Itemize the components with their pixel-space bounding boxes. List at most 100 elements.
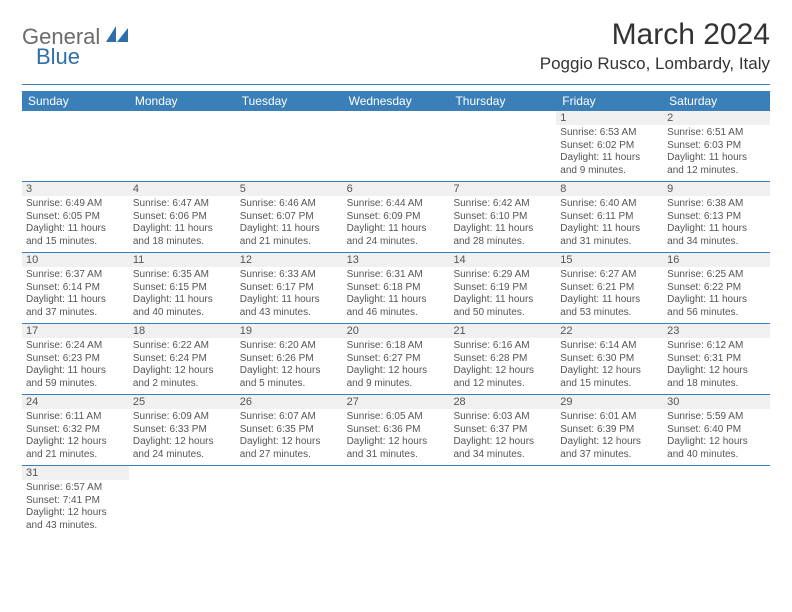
daylight-text: Daylight: 11 hours and 31 minutes. bbox=[560, 223, 659, 248]
day-number: 17 bbox=[22, 324, 129, 338]
day-cell: 29Sunrise: 6:01 AMSunset: 6:39 PMDayligh… bbox=[556, 395, 663, 465]
day-body bbox=[22, 125, 129, 131]
day-cell bbox=[236, 466, 343, 536]
day-number: 14 bbox=[449, 253, 556, 267]
daylight-text: Daylight: 11 hours and 56 minutes. bbox=[667, 294, 766, 319]
day-cell bbox=[129, 466, 236, 536]
day-body: Sunrise: 6:03 AMSunset: 6:37 PMDaylight:… bbox=[449, 409, 556, 465]
week-row: 17Sunrise: 6:24 AMSunset: 6:23 PMDayligh… bbox=[22, 324, 770, 395]
day-number: 2 bbox=[663, 111, 770, 125]
day-body bbox=[343, 125, 450, 131]
sunset-text: Sunset: 6:10 PM bbox=[453, 211, 552, 224]
sunset-text: Sunset: 6:06 PM bbox=[133, 211, 232, 224]
day-cell: 27Sunrise: 6:05 AMSunset: 6:36 PMDayligh… bbox=[343, 395, 450, 465]
day-cell: 11Sunrise: 6:35 AMSunset: 6:15 PMDayligh… bbox=[129, 253, 236, 323]
empty-day-bar bbox=[129, 466, 236, 480]
day-cell bbox=[236, 111, 343, 181]
sunrise-text: Sunrise: 6:47 AM bbox=[133, 198, 232, 211]
sunrise-text: Sunrise: 6:49 AM bbox=[26, 198, 125, 211]
day-body: Sunrise: 6:44 AMSunset: 6:09 PMDaylight:… bbox=[343, 196, 450, 252]
day-body: Sunrise: 6:40 AMSunset: 6:11 PMDaylight:… bbox=[556, 196, 663, 252]
day-number: 5 bbox=[236, 182, 343, 196]
sunset-text: Sunset: 6:28 PM bbox=[453, 353, 552, 366]
sunset-text: Sunset: 6:32 PM bbox=[26, 424, 125, 437]
day-body: Sunrise: 6:09 AMSunset: 6:33 PMDaylight:… bbox=[129, 409, 236, 465]
day-cell: 20Sunrise: 6:18 AMSunset: 6:27 PMDayligh… bbox=[343, 324, 450, 394]
daylight-text: Daylight: 11 hours and 43 minutes. bbox=[240, 294, 339, 319]
day-cell: 21Sunrise: 6:16 AMSunset: 6:28 PMDayligh… bbox=[449, 324, 556, 394]
day-body: Sunrise: 6:18 AMSunset: 6:27 PMDaylight:… bbox=[343, 338, 450, 394]
daylight-text: Daylight: 12 hours and 15 minutes. bbox=[560, 365, 659, 390]
day-number: 12 bbox=[236, 253, 343, 267]
sunrise-text: Sunrise: 6:42 AM bbox=[453, 198, 552, 211]
day-header-row: Sunday Monday Tuesday Wednesday Thursday… bbox=[22, 91, 770, 111]
day-cell: 2Sunrise: 6:51 AMSunset: 6:03 PMDaylight… bbox=[663, 111, 770, 181]
empty-day-bar bbox=[343, 111, 450, 125]
day-body bbox=[556, 480, 663, 486]
sunset-text: Sunset: 6:14 PM bbox=[26, 282, 125, 295]
sunrise-text: Sunrise: 6:37 AM bbox=[26, 269, 125, 282]
day-cell bbox=[663, 466, 770, 536]
day-number: 22 bbox=[556, 324, 663, 338]
sunset-text: Sunset: 6:36 PM bbox=[347, 424, 446, 437]
daylight-text: Daylight: 11 hours and 12 minutes. bbox=[667, 152, 766, 177]
week-row: 31Sunrise: 6:57 AMSunset: 7:41 PMDayligh… bbox=[22, 466, 770, 536]
empty-day-bar bbox=[22, 111, 129, 125]
day-body: Sunrise: 6:01 AMSunset: 6:39 PMDaylight:… bbox=[556, 409, 663, 465]
day-cell: 30Sunrise: 5:59 AMSunset: 6:40 PMDayligh… bbox=[663, 395, 770, 465]
day-number: 20 bbox=[343, 324, 450, 338]
sunrise-text: Sunrise: 6:51 AM bbox=[667, 127, 766, 140]
sunset-text: Sunset: 6:24 PM bbox=[133, 353, 232, 366]
week-row: 10Sunrise: 6:37 AMSunset: 6:14 PMDayligh… bbox=[22, 253, 770, 324]
sunset-text: Sunset: 6:31 PM bbox=[667, 353, 766, 366]
daylight-text: Daylight: 12 hours and 18 minutes. bbox=[667, 365, 766, 390]
daylight-text: Daylight: 12 hours and 40 minutes. bbox=[667, 436, 766, 461]
daylight-text: Daylight: 12 hours and 37 minutes. bbox=[560, 436, 659, 461]
day-number: 7 bbox=[449, 182, 556, 196]
day-number: 16 bbox=[663, 253, 770, 267]
dayhead-sunday: Sunday bbox=[22, 94, 129, 108]
sunrise-text: Sunrise: 6:11 AM bbox=[26, 411, 125, 424]
sunrise-text: Sunrise: 6:05 AM bbox=[347, 411, 446, 424]
day-cell: 5Sunrise: 6:46 AMSunset: 6:07 PMDaylight… bbox=[236, 182, 343, 252]
day-cell: 14Sunrise: 6:29 AMSunset: 6:19 PMDayligh… bbox=[449, 253, 556, 323]
day-number: 31 bbox=[22, 466, 129, 480]
day-cell: 17Sunrise: 6:24 AMSunset: 6:23 PMDayligh… bbox=[22, 324, 129, 394]
sunset-text: Sunset: 6:07 PM bbox=[240, 211, 339, 224]
sunrise-text: Sunrise: 6:16 AM bbox=[453, 340, 552, 353]
dayhead-saturday: Saturday bbox=[663, 94, 770, 108]
sunrise-text: Sunrise: 6:46 AM bbox=[240, 198, 339, 211]
sunrise-text: Sunrise: 6:20 AM bbox=[240, 340, 339, 353]
day-number: 1 bbox=[556, 111, 663, 125]
day-number: 4 bbox=[129, 182, 236, 196]
sunrise-text: Sunrise: 6:29 AM bbox=[453, 269, 552, 282]
day-cell: 7Sunrise: 6:42 AMSunset: 6:10 PMDaylight… bbox=[449, 182, 556, 252]
day-body: Sunrise: 6:57 AMSunset: 7:41 PMDaylight:… bbox=[22, 480, 129, 536]
sunset-text: Sunset: 6:35 PM bbox=[240, 424, 339, 437]
day-body: Sunrise: 6:46 AMSunset: 6:07 PMDaylight:… bbox=[236, 196, 343, 252]
sunrise-text: Sunrise: 6:35 AM bbox=[133, 269, 232, 282]
sunset-text: Sunset: 7:41 PM bbox=[26, 495, 125, 508]
day-body bbox=[663, 480, 770, 486]
sunset-text: Sunset: 6:22 PM bbox=[667, 282, 766, 295]
empty-day-bar bbox=[129, 111, 236, 125]
sunset-text: Sunset: 6:37 PM bbox=[453, 424, 552, 437]
day-body: Sunrise: 6:22 AMSunset: 6:24 PMDaylight:… bbox=[129, 338, 236, 394]
day-body: Sunrise: 6:29 AMSunset: 6:19 PMDaylight:… bbox=[449, 267, 556, 323]
day-cell bbox=[129, 111, 236, 181]
daylight-text: Daylight: 12 hours and 9 minutes. bbox=[347, 365, 446, 390]
sail-icon bbox=[104, 24, 130, 50]
sunset-text: Sunset: 6:18 PM bbox=[347, 282, 446, 295]
day-number: 8 bbox=[556, 182, 663, 196]
sunrise-text: Sunrise: 6:33 AM bbox=[240, 269, 339, 282]
daylight-text: Daylight: 12 hours and 27 minutes. bbox=[240, 436, 339, 461]
day-cell: 22Sunrise: 6:14 AMSunset: 6:30 PMDayligh… bbox=[556, 324, 663, 394]
day-body: Sunrise: 6:07 AMSunset: 6:35 PMDaylight:… bbox=[236, 409, 343, 465]
empty-day-bar bbox=[449, 111, 556, 125]
day-number: 6 bbox=[343, 182, 450, 196]
daylight-text: Daylight: 11 hours and 37 minutes. bbox=[26, 294, 125, 319]
day-body: Sunrise: 6:33 AMSunset: 6:17 PMDaylight:… bbox=[236, 267, 343, 323]
dayhead-monday: Monday bbox=[129, 94, 236, 108]
day-number: 28 bbox=[449, 395, 556, 409]
sunrise-text: Sunrise: 6:07 AM bbox=[240, 411, 339, 424]
